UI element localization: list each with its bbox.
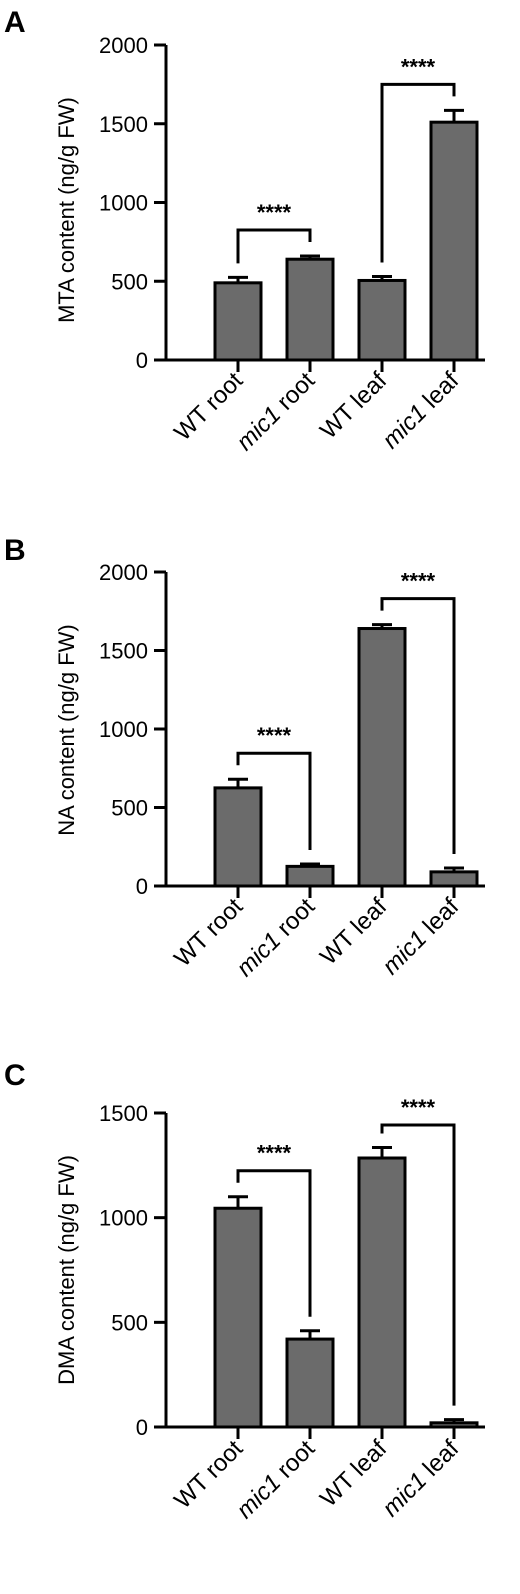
- y-tick-label: 500: [111, 1310, 148, 1335]
- significance-label: ****: [257, 1141, 292, 1166]
- significance-bracket: [380, 597, 456, 854]
- bar-mic1-leaf: [429, 870, 479, 888]
- significance-label: ****: [257, 723, 292, 748]
- x-tick-label: mic1 root: [231, 367, 320, 456]
- y-tick-label: 500: [111, 796, 148, 821]
- y-tick-label: 1000: [99, 191, 148, 216]
- x-tick-label: mic1 leaf: [377, 1435, 464, 1522]
- bar-mic1-root: [285, 864, 335, 888]
- bar-mic1-leaf: [429, 1421, 479, 1429]
- panel-label-c: C: [4, 1059, 26, 1092]
- y-tick-label: 1500: [99, 639, 148, 664]
- bar-wt-root: [213, 1206, 263, 1429]
- y-tick-label: 1500: [99, 1101, 148, 1126]
- y-tick-label: 1000: [99, 717, 148, 742]
- panel-b: B NA content (ng/g FW) 0500100015002000W…: [4, 534, 485, 982]
- significance-bracket: [236, 751, 312, 851]
- bar-wt-root: [213, 786, 263, 888]
- y-tick-label: 0: [136, 1415, 148, 1440]
- y-tick-label: 0: [136, 874, 148, 899]
- y-tick-label: 0: [136, 348, 148, 373]
- x-tick-label: mic1 root: [231, 893, 320, 982]
- panel-label-a: A: [4, 6, 26, 39]
- panel-label-b: B: [4, 534, 26, 567]
- x-tick-label: mic1 leaf: [377, 367, 464, 454]
- y-axis-label-c: DMA content (ng/g FW): [54, 1155, 79, 1385]
- significance-label: ****: [401, 569, 436, 594]
- bar-wt-leaf: [357, 278, 407, 362]
- bar-mic1-leaf: [429, 120, 479, 362]
- significance-bracket: [236, 228, 312, 264]
- y-axis-label-b: NA content (ng/g FW): [54, 624, 79, 836]
- significance-bracket: [236, 1169, 312, 1317]
- x-tick-label: mic1 root: [231, 1435, 320, 1524]
- bar-mic1-root: [285, 257, 335, 362]
- significance-label: ****: [257, 200, 292, 225]
- significance-label: ****: [401, 54, 436, 79]
- bar-mic1-root: [285, 1337, 335, 1429]
- panel-a: A MTA content (ng/g FW) 0 500 1000 1500 2000…: [4, 6, 485, 456]
- x-tick-label: mic1 leaf: [377, 893, 464, 980]
- significance-label: ****: [401, 1095, 436, 1120]
- y-tick-label: 2000: [99, 33, 148, 58]
- y-axis-label-a: MTA content (ng/g FW): [54, 97, 79, 323]
- significance-bracket: [380, 82, 456, 263]
- bar-wt-root: [213, 281, 263, 362]
- y-tick-label: 1500: [99, 112, 148, 137]
- bar-wt-leaf: [357, 627, 407, 888]
- y-tick-label: 500: [111, 269, 148, 294]
- y-tick-label: 2000: [99, 560, 148, 585]
- y-tick-label: 1000: [99, 1206, 148, 1231]
- bar-wt-leaf: [357, 1156, 407, 1429]
- significance-bracket: [380, 1123, 456, 1406]
